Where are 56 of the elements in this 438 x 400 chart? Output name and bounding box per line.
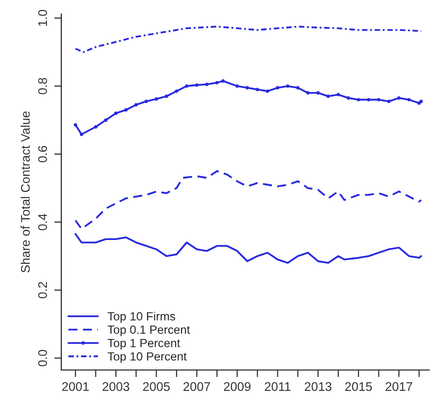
point: [246, 86, 250, 90]
point: [195, 83, 198, 87]
point: [124, 108, 128, 112]
legend-label: Top 10 Percent: [108, 352, 187, 363]
point: [296, 86, 300, 90]
point: [276, 86, 280, 90]
point: [74, 123, 78, 127]
x-tick-label: 2001: [62, 382, 89, 391]
point: [235, 84, 239, 88]
point: [266, 89, 270, 93]
point: [346, 96, 350, 100]
x-tick-label: 2013: [304, 382, 332, 391]
point: [134, 103, 138, 107]
point: [164, 94, 168, 98]
point: [205, 82, 209, 86]
x-tick-label: 2009: [224, 382, 251, 391]
point: [376, 98, 380, 102]
point: [397, 96, 401, 100]
x-tick-label: 2017: [386, 382, 412, 391]
point: [94, 125, 98, 129]
y-tick-label: 0.4: [38, 214, 48, 230]
point: [104, 118, 108, 122]
point: [407, 98, 411, 102]
legend-label: Top 0.1 Percent: [108, 325, 190, 336]
point: [366, 98, 370, 102]
line-series: [74, 233, 422, 264]
line-series: [74, 170, 422, 230]
y-axis-title: Share of Total Contract Value: [20, 111, 30, 272]
x-tick-label: 2011: [264, 382, 290, 391]
y-tick-label: 0.0: [38, 350, 48, 366]
point: [114, 112, 118, 116]
y-tick-label: 0.2: [38, 282, 48, 298]
legend-label: Top 1 Percent: [108, 338, 180, 350]
y-tick-label: 0.8: [38, 78, 48, 94]
point: [356, 98, 360, 102]
x-tick-label: 2007: [183, 382, 210, 391]
y-tick-label: 1.0: [38, 10, 48, 26]
x-tick-label: 2015: [345, 382, 372, 391]
point: [144, 100, 148, 104]
point: [336, 92, 340, 96]
point: [316, 91, 320, 95]
point: [174, 89, 178, 93]
line-series: [74, 26, 422, 53]
legend-label: Top 10 Firms: [108, 312, 176, 323]
x-tick-label: 2005: [143, 382, 170, 391]
point: [80, 132, 84, 136]
point: [154, 97, 158, 101]
point: [215, 80, 219, 84]
y-tick-label: 0.6: [38, 146, 48, 162]
x-tick-label: 2003: [102, 382, 130, 391]
point: [306, 91, 310, 95]
point: [286, 84, 290, 88]
point: [326, 94, 330, 98]
point: [387, 100, 391, 104]
point: [184, 84, 188, 88]
point: [256, 88, 260, 92]
